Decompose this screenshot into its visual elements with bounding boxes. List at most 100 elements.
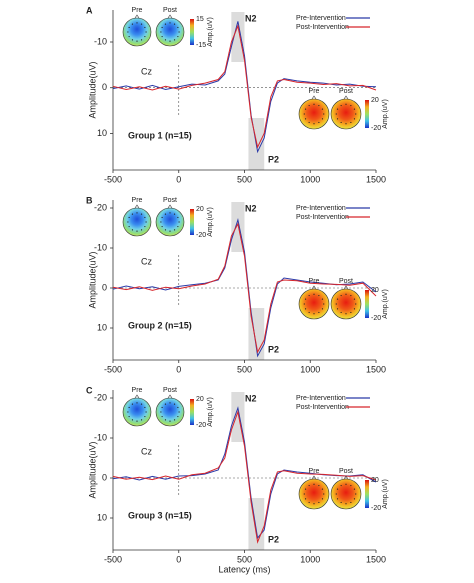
electrode: [321, 118, 324, 120]
x-tick-label: 500: [237, 554, 252, 564]
y-tick-label: -20: [94, 392, 107, 402]
electrode: [169, 22, 171, 24]
electrode: [313, 313, 315, 315]
colorbar-tick-label: -15: [196, 42, 206, 49]
electrode: [304, 108, 307, 110]
electrode: [336, 308, 339, 310]
electrode: [303, 113, 305, 115]
electrode: [160, 31, 162, 33]
electrode: [145, 221, 147, 223]
group-label: Group 2 (n=15): [128, 320, 192, 330]
electrode: [321, 298, 324, 300]
legend-label: Pre-Intervention: [296, 15, 346, 22]
colorbar-tick-label: -20: [371, 505, 381, 512]
electrode: [308, 311, 310, 314]
electrode: [128, 216, 130, 219]
electrode: [350, 501, 352, 504]
n2-label: N2: [245, 203, 257, 213]
n2-label: N2: [245, 393, 257, 403]
electrode: [140, 213, 143, 215]
topomap-label: Post: [339, 88, 353, 95]
electrode: [350, 121, 352, 124]
panel-label: A: [86, 5, 93, 15]
electrode: [304, 498, 307, 500]
legend-label: Post-Intervention: [296, 214, 349, 221]
x-tick-label: -500: [104, 364, 122, 374]
analysis-window: [248, 498, 265, 550]
electrode: [128, 406, 130, 409]
electrode: [128, 415, 130, 418]
electrode: [169, 212, 171, 214]
electrode: [140, 403, 143, 405]
panel-label: C: [86, 385, 93, 395]
p2-label: P2: [268, 154, 279, 164]
electrode: [340, 501, 342, 504]
electrode: [164, 419, 167, 421]
erp-line: [112, 222, 377, 354]
electrode: [308, 121, 310, 124]
electrode: [345, 503, 347, 505]
electrode: [136, 230, 138, 232]
electrode: [140, 23, 143, 25]
electrode: [308, 104, 310, 107]
electrode: [128, 225, 130, 228]
legend-label: Post-Intervention: [296, 24, 349, 31]
x-tick-label: 1000: [300, 554, 320, 564]
electrode: [353, 308, 356, 310]
electrode: [336, 488, 339, 490]
channel-label: Cz: [141, 256, 152, 266]
electrode: [350, 104, 352, 107]
electrode: [131, 419, 134, 421]
colorbar-label: Amp.(uV): [382, 99, 389, 129]
electrode: [353, 488, 356, 490]
x-tick-label: 1000: [300, 174, 320, 184]
topomap-nose: [311, 285, 317, 290]
colorbar-tick-label: -20: [371, 315, 381, 322]
x-tick-label: 0: [176, 364, 181, 374]
electrode: [173, 403, 176, 405]
colorbar: [190, 209, 194, 235]
topomap-head: [298, 478, 330, 510]
electrode: [164, 39, 167, 41]
electrode: [131, 39, 134, 41]
electrode: [160, 411, 162, 413]
electrode: [136, 22, 138, 24]
electrode: [318, 121, 320, 124]
electrode: [128, 26, 130, 29]
electrode: [144, 216, 146, 219]
electrode: [173, 419, 176, 421]
x-tick-label: 0: [176, 554, 181, 564]
electrode: [144, 415, 146, 418]
electrode: [318, 104, 320, 107]
topomap-nose: [343, 95, 349, 100]
topomap-head: [122, 17, 152, 47]
electrode: [173, 39, 176, 41]
electrode: [345, 293, 347, 295]
electrode: [353, 298, 356, 300]
electrode: [164, 403, 167, 405]
electrode: [336, 108, 339, 110]
topomap-label: Pre: [132, 7, 143, 14]
electrode: [321, 308, 324, 310]
channel-label: Cz: [141, 66, 152, 76]
electrode: [136, 40, 138, 42]
topomap-head: [330, 478, 362, 510]
electrode: [140, 419, 143, 421]
y-tick-label: 10: [97, 322, 107, 332]
electrode: [340, 311, 342, 314]
y-tick-label: -10: [94, 432, 107, 442]
electrode: [178, 31, 180, 33]
topomap-head: [298, 98, 330, 130]
electrode: [313, 503, 315, 505]
electrode: [336, 118, 339, 120]
group-label: Group 3 (n=15): [128, 510, 192, 520]
topomap-nose: [311, 475, 317, 480]
electrode: [178, 411, 180, 413]
electrode: [318, 501, 320, 504]
electrode: [353, 118, 356, 120]
electrode: [323, 113, 325, 115]
electrode: [318, 484, 320, 487]
channel-label: Cz: [141, 446, 152, 456]
electrode: [336, 298, 339, 300]
